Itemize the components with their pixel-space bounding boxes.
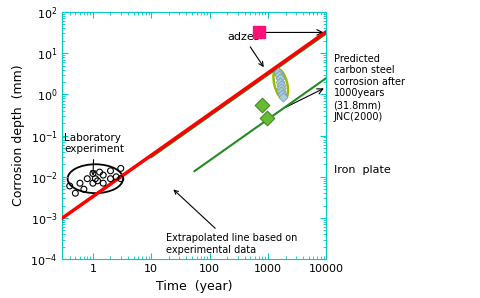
Point bbox=[263, 115, 271, 120]
Point bbox=[99, 181, 107, 186]
Point bbox=[80, 187, 88, 192]
Point bbox=[276, 76, 284, 80]
Point bbox=[107, 168, 114, 173]
Y-axis label: Corrosion depth  (mm): Corrosion depth (mm) bbox=[12, 65, 24, 207]
Point bbox=[276, 80, 284, 84]
X-axis label: Time  (year): Time (year) bbox=[156, 280, 233, 293]
Point bbox=[94, 179, 101, 183]
Point bbox=[277, 89, 285, 94]
Point bbox=[89, 181, 97, 186]
Text: Iron  plate: Iron plate bbox=[334, 165, 390, 175]
Point bbox=[112, 174, 120, 179]
Point bbox=[259, 103, 266, 108]
Point bbox=[92, 176, 99, 181]
Point bbox=[117, 176, 125, 181]
Point bbox=[117, 166, 125, 171]
Text: Predicted
carbon steel
corrosion after
1000years
(31.8mm)
JNC(2000): Predicted carbon steel corrosion after 1… bbox=[334, 54, 405, 122]
Point bbox=[277, 86, 285, 91]
Point bbox=[96, 170, 103, 175]
Point bbox=[107, 176, 114, 181]
Text: adzes: adzes bbox=[227, 32, 263, 66]
Point bbox=[66, 184, 73, 188]
Point bbox=[278, 92, 286, 97]
Text: Laboratory
experiment: Laboratory experiment bbox=[64, 133, 124, 175]
Point bbox=[99, 173, 107, 178]
Point bbox=[76, 181, 84, 186]
Point bbox=[72, 191, 79, 195]
Point bbox=[84, 176, 91, 181]
Text: Extrapolated line based on
experimental data: Extrapolated line based on experimental … bbox=[166, 190, 298, 254]
Point bbox=[276, 72, 283, 77]
Point bbox=[277, 83, 285, 87]
Point bbox=[255, 30, 263, 35]
Point bbox=[89, 171, 97, 176]
Point bbox=[279, 95, 287, 100]
Point bbox=[275, 69, 282, 74]
